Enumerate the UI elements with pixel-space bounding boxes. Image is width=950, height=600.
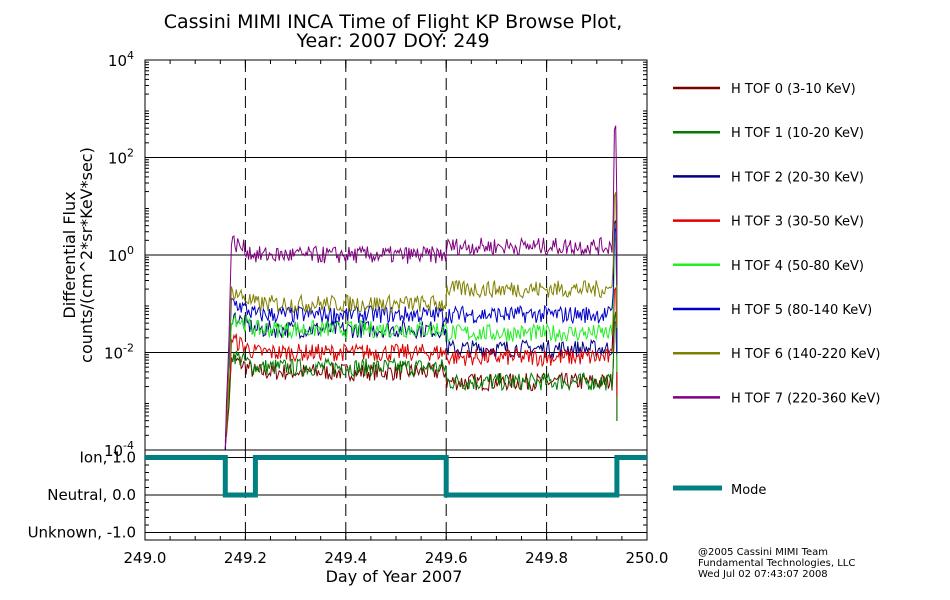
legend-label-mode: Mode	[731, 483, 766, 498]
legend-label: H TOF 4 (50-80 KeV)	[731, 259, 864, 274]
flux-y-tick-label: 102	[108, 147, 134, 168]
legend: H TOF 0 (3-10 KeV) H TOF 1 (10-20 KeV) H T…	[673, 82, 880, 498]
flux-series-line	[224, 286, 618, 441]
legend-item: H TOF 4 (50-80 KeV)	[673, 259, 864, 274]
flux-series	[224, 125, 618, 451]
chart-title-line2: Year: 2007 DOY: 249	[295, 30, 489, 52]
legend-item: H TOF 0 (3-10 KeV)	[673, 82, 856, 97]
legend-item: H TOF 5 (80-140 KeV)	[673, 303, 872, 318]
flux-series-line	[224, 125, 618, 448]
legend-item: H TOF 6 (140-220 KeV)	[673, 347, 880, 362]
x-axis-label: Day of Year 2007	[326, 567, 463, 586]
credit-line3: Wed Jul 02 07:43:07 2008	[698, 569, 828, 580]
legend-label: H TOF 2 (20-30 KeV)	[731, 170, 864, 185]
credit-line2: Fundamental Technologies, LLC	[698, 558, 855, 569]
legend-label: H TOF 3 (30-50 KeV)	[731, 215, 864, 230]
legend-label: H TOF 6 (140-220 KeV)	[731, 347, 880, 362]
x-tick-labels: 249.0 249.2 249.4 249.6 249.8 250.0	[124, 549, 669, 567]
mode-y-tick-label: Unknown, -1.0	[28, 524, 136, 542]
chart-title-line1: Cassini MIMI INCA Time of Flight KP Brow…	[164, 11, 623, 33]
mode-series-line	[145, 455, 647, 498]
x-tick-label: 249.2	[224, 549, 267, 567]
flux-y-tick-label: 100	[108, 244, 134, 265]
flux-series-line	[224, 321, 618, 451]
legend-label: H TOF 5 (80-140 KeV)	[731, 303, 872, 318]
mode-y-tick-label: Neutral, 0.0	[47, 486, 136, 504]
y-axis-label-line2: counts/(cm^2*sr*KeV*sec)	[77, 147, 96, 363]
mode-y-tick-labels: Ion, 1.0 Neutral, 0.0 Unknown, -1.0	[28, 449, 136, 542]
legend-label: H TOF 7 (220-360 KeV)	[731, 391, 880, 406]
legend-item: H TOF 7 (220-360 KeV)	[673, 391, 880, 406]
legend-item: H TOF 3 (30-50 KeV)	[673, 215, 864, 230]
legend-label: H TOF 0 (3-10 KeV)	[731, 82, 856, 97]
flux-series-line	[224, 236, 618, 443]
flux-gridlines	[145, 157, 647, 353]
flux-series-line	[224, 192, 618, 442]
x-tick-label: 249.0	[124, 549, 167, 567]
flux-y-tick-label: 10-4	[104, 439, 134, 460]
x-tick-label: 249.4	[324, 549, 367, 567]
mode-series	[145, 455, 647, 498]
flux-y-tick-labels: 104 102 100 10-2 10-4	[104, 49, 134, 460]
legend-item-mode: Mode	[673, 483, 766, 498]
legend-label: H TOF 1 (10-20 KeV)	[731, 126, 864, 141]
flux-series-line	[224, 228, 618, 450]
flux-minor-ticks	[144, 60, 648, 436]
flux-panel: 104 102 100 10-2 10-4 Differential Flux coun…	[60, 49, 648, 460]
y-axis-label-line1: Differential Flux	[60, 191, 79, 318]
legend-item: H TOF 2 (20-30 KeV)	[673, 170, 864, 185]
x-tick-label: 249.8	[525, 549, 568, 567]
x-tick-label: 249.6	[425, 549, 468, 567]
credit-line1: @2005 Cassini MIMI Team	[698, 547, 828, 558]
flux-series-line	[224, 220, 618, 451]
flux-y-tick-label: 10-2	[104, 342, 134, 363]
flux-y-tick-label: 104	[108, 49, 134, 70]
x-tick-label: 250.0	[626, 549, 669, 567]
mode-y-tick-label: Ion, 1.0	[80, 449, 137, 467]
legend-item: H TOF 1 (10-20 KeV)	[673, 126, 864, 141]
flux-series-line	[224, 311, 618, 440]
